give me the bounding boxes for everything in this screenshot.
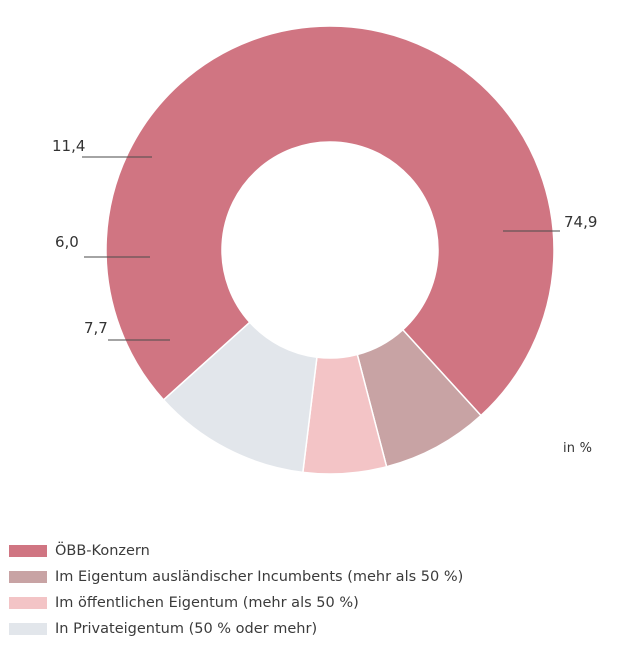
legend-swatch — [9, 623, 47, 635]
legend-label: Im öffentlichen Eigentum (mehr als 50 %) — [55, 595, 359, 611]
data-label: 7,7 — [84, 319, 108, 337]
slices-group — [105, 25, 555, 475]
unit-label: in % — [563, 441, 593, 456]
donut-slice — [105, 25, 555, 417]
chart-canvas: 74,9 7,7 6,0 11,4 — [52, 25, 597, 475]
data-label: 11,4 — [52, 137, 85, 155]
legend-item-private-ownership: In Privateigentum (50 % oder mehr) — [9, 616, 619, 642]
legend-item-foreign-incumbents: Im Eigentum ausländischer Incumbents (me… — [9, 564, 619, 590]
legend-item-oebb: ÖBB-Konzern — [9, 538, 619, 564]
legend-swatch — [9, 545, 47, 557]
legend-label: Im Eigentum ausländischer Incumbents (me… — [55, 569, 464, 585]
data-labels-group: 74,9 7,7 6,0 11,4 — [52, 137, 597, 337]
data-label: 74,9 — [564, 213, 597, 231]
legend-label: ÖBB-Konzern — [55, 543, 150, 559]
legend-swatch — [9, 571, 47, 583]
legend-swatch — [9, 597, 47, 609]
legend-label: In Privateigentum (50 % oder mehr) — [55, 621, 318, 637]
legend: ÖBB-Konzern Im Eigentum ausländischer In… — [9, 538, 619, 642]
legend-item-public-ownership: Im öffentlichen Eigentum (mehr als 50 %) — [9, 590, 619, 616]
leader-lines-group — [82, 156, 560, 341]
donut-slice — [162, 321, 318, 474]
data-label: 6,0 — [55, 233, 79, 251]
